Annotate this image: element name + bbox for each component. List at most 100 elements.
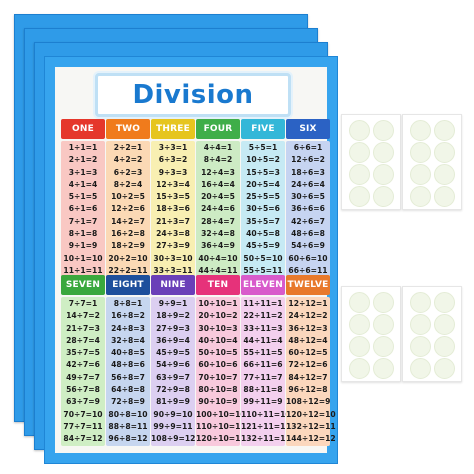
division-fact: 108÷9=12 — [151, 434, 196, 444]
division-fact: 2÷2=1 — [113, 143, 143, 152]
division-fact: 35÷7=5 — [66, 348, 100, 358]
table-column-one: ONE 1÷1=1 2÷1=2 3÷1=3 4÷1=4 5÷1=5 6÷1=6 7÷1=7 8÷… — [61, 119, 105, 290]
glue-dot — [410, 336, 431, 357]
column-header: TEN — [196, 275, 240, 295]
column-header: SEVEN — [61, 275, 105, 295]
division-fact: 66÷6=11 — [288, 265, 328, 275]
division-fact: 77÷11=7 — [243, 372, 283, 382]
division-fact: 60÷10=6 — [198, 360, 238, 370]
division-fact: 36÷4=9 — [201, 241, 235, 251]
glue-dot-strip-bottom-right — [402, 286, 462, 382]
division-fact: 12÷4=3 — [201, 167, 235, 177]
division-fact: 9÷1=9 — [68, 241, 98, 251]
division-fact: 36÷9=4 — [156, 335, 190, 345]
column-facts: 12÷12=1 24÷12=2 36÷12=3 48÷12=4 60÷12=5 72÷12… — [286, 297, 336, 446]
division-fact: 60÷12=5 — [288, 348, 328, 358]
division-fact: 42÷6=7 — [291, 216, 325, 226]
division-fact: 9÷9=1 — [158, 299, 188, 308]
division-fact: 55÷11=5 — [243, 348, 283, 358]
glue-dot — [373, 292, 394, 313]
glue-dot — [373, 120, 394, 141]
division-fact: 28÷7=4 — [66, 335, 100, 345]
division-fact: 48÷6=8 — [291, 229, 325, 239]
division-fact: 6÷3=2 — [158, 155, 188, 165]
glue-dot — [349, 336, 370, 357]
division-fact: 45÷5=9 — [246, 241, 280, 251]
division-fact: 110÷11=10 — [241, 409, 291, 419]
division-fact: 72÷9=8 — [156, 385, 190, 395]
division-fact: 30÷6=5 — [291, 192, 325, 202]
division-fact: 15÷5=3 — [246, 167, 280, 177]
column-header: EIGHT — [106, 275, 150, 295]
column-header: ONE — [61, 119, 105, 139]
column-facts: 2÷2=1 4÷2=2 6÷2=3 8÷2=4 10÷2=5 12÷2=6 14÷2=7 16… — [106, 141, 150, 290]
division-fact: 18÷2=9 — [111, 241, 145, 251]
glue-dot — [349, 314, 370, 335]
division-fact: 44÷4=11 — [198, 265, 238, 275]
division-fact: 21÷3=7 — [156, 216, 190, 226]
division-fact: 132÷11=12 — [241, 434, 291, 444]
column-facts: 4÷4=1 8÷4=2 12÷4=3 16÷4=4 20÷4=5 24÷4=6 28÷4=7… — [196, 141, 240, 290]
table-column-nine: NINE 9÷9=1 18÷9=2 27÷9=3 36÷9=4 45÷9=5 54÷9=6 6… — [151, 275, 195, 446]
division-fact: 88÷11=8 — [243, 385, 283, 395]
division-fact: 27÷9=3 — [156, 323, 190, 333]
table-column-four: FOUR 4÷4=1 8÷4=2 12÷4=3 16÷4=4 20÷4=5 24÷4=6 28… — [196, 119, 240, 290]
division-fact: 1÷1=1 — [68, 143, 98, 152]
division-fact: 10÷1=10 — [63, 253, 103, 263]
glue-dot — [349, 292, 370, 313]
division-fact: 66÷11=6 — [243, 360, 283, 370]
division-fact: 16÷8=2 — [111, 311, 145, 321]
division-fact: 15÷3=5 — [156, 192, 190, 202]
table-column-ten: TEN 10÷10=1 20÷10=2 30÷10=3 40÷10=4 50÷10=5 60… — [196, 275, 246, 446]
column-header: FIVE — [241, 119, 285, 139]
division-fact: 22÷2=11 — [108, 265, 148, 275]
column-header: TWO — [106, 119, 150, 139]
glue-dot-strip-top-left — [341, 114, 401, 210]
glue-dot — [373, 164, 394, 185]
division-fact: 121÷11=11 — [241, 421, 291, 431]
division-fact: 72÷12=6 — [288, 360, 328, 370]
division-fact: 11÷11=1 — [243, 299, 283, 308]
division-fact: 24÷3=8 — [156, 229, 190, 239]
division-fact: 20÷4=5 — [201, 192, 235, 202]
division-fact: 54÷6=9 — [291, 241, 325, 251]
division-fact: 8÷1=8 — [68, 229, 98, 239]
division-fact: 12÷2=6 — [111, 204, 145, 214]
glue-dot — [349, 164, 370, 185]
division-fact: 12÷12=1 — [288, 299, 328, 308]
division-fact: 33÷11=3 — [243, 323, 283, 333]
division-fact: 63÷9=7 — [156, 372, 190, 382]
division-fact: 28÷4=7 — [201, 216, 235, 226]
division-fact: 18÷6=3 — [291, 167, 325, 177]
division-fact: 18÷9=2 — [156, 311, 190, 321]
division-fact: 60÷6=10 — [288, 253, 328, 263]
division-fact: 21÷7=3 — [66, 323, 100, 333]
column-facts: 1÷1=1 2÷1=2 3÷1=3 4÷1=4 5÷1=5 6÷1=6 7÷1=7 8÷1=8… — [61, 141, 105, 290]
division-fact: 7÷1=7 — [68, 216, 98, 226]
division-fact: 16÷2=8 — [111, 229, 145, 239]
division-fact: 11÷1=11 — [63, 265, 103, 275]
table-column-eight: EIGHT 8÷8=1 16÷8=2 24÷8=3 32÷8=4 40÷8=5 48÷8=6… — [106, 275, 150, 446]
column-header: FOUR — [196, 119, 240, 139]
division-fact: 81÷9=9 — [156, 397, 190, 407]
glue-dot — [434, 314, 455, 335]
division-fact: 64÷8=8 — [111, 385, 145, 395]
glue-dot — [410, 314, 431, 335]
glue-dot — [410, 142, 431, 163]
division-fact: 3÷1=3 — [68, 167, 98, 177]
division-fact: 120÷12=10 — [286, 409, 336, 419]
table-column-six: SIX 6÷6=1 12÷6=2 18÷6=3 24÷6=4 30÷6=5 36÷6=6 42… — [286, 119, 330, 290]
table-column-three: THREE 3÷3=1 6÷3=2 9÷3=3 12÷3=4 15÷3=5 18÷3=6 21… — [151, 119, 195, 290]
division-fact: 96÷8=12 — [108, 434, 148, 444]
column-facts: 11÷11=1 22÷11=2 33÷11=3 44÷11=4 55÷11=5 66÷11… — [241, 297, 291, 446]
division-fact: 80÷10=8 — [198, 385, 238, 395]
glue-dot — [434, 164, 455, 185]
division-fact: 20÷5=4 — [246, 179, 280, 189]
division-fact: 24÷8=3 — [111, 323, 145, 333]
division-fact: 33÷3=11 — [153, 265, 193, 275]
division-fact: 40÷8=5 — [111, 348, 145, 358]
division-fact: 9÷3=3 — [158, 167, 188, 177]
division-fact: 6÷1=6 — [68, 204, 98, 214]
division-fact: 3÷3=1 — [158, 143, 188, 152]
division-fact: 10÷10=1 — [198, 299, 238, 308]
